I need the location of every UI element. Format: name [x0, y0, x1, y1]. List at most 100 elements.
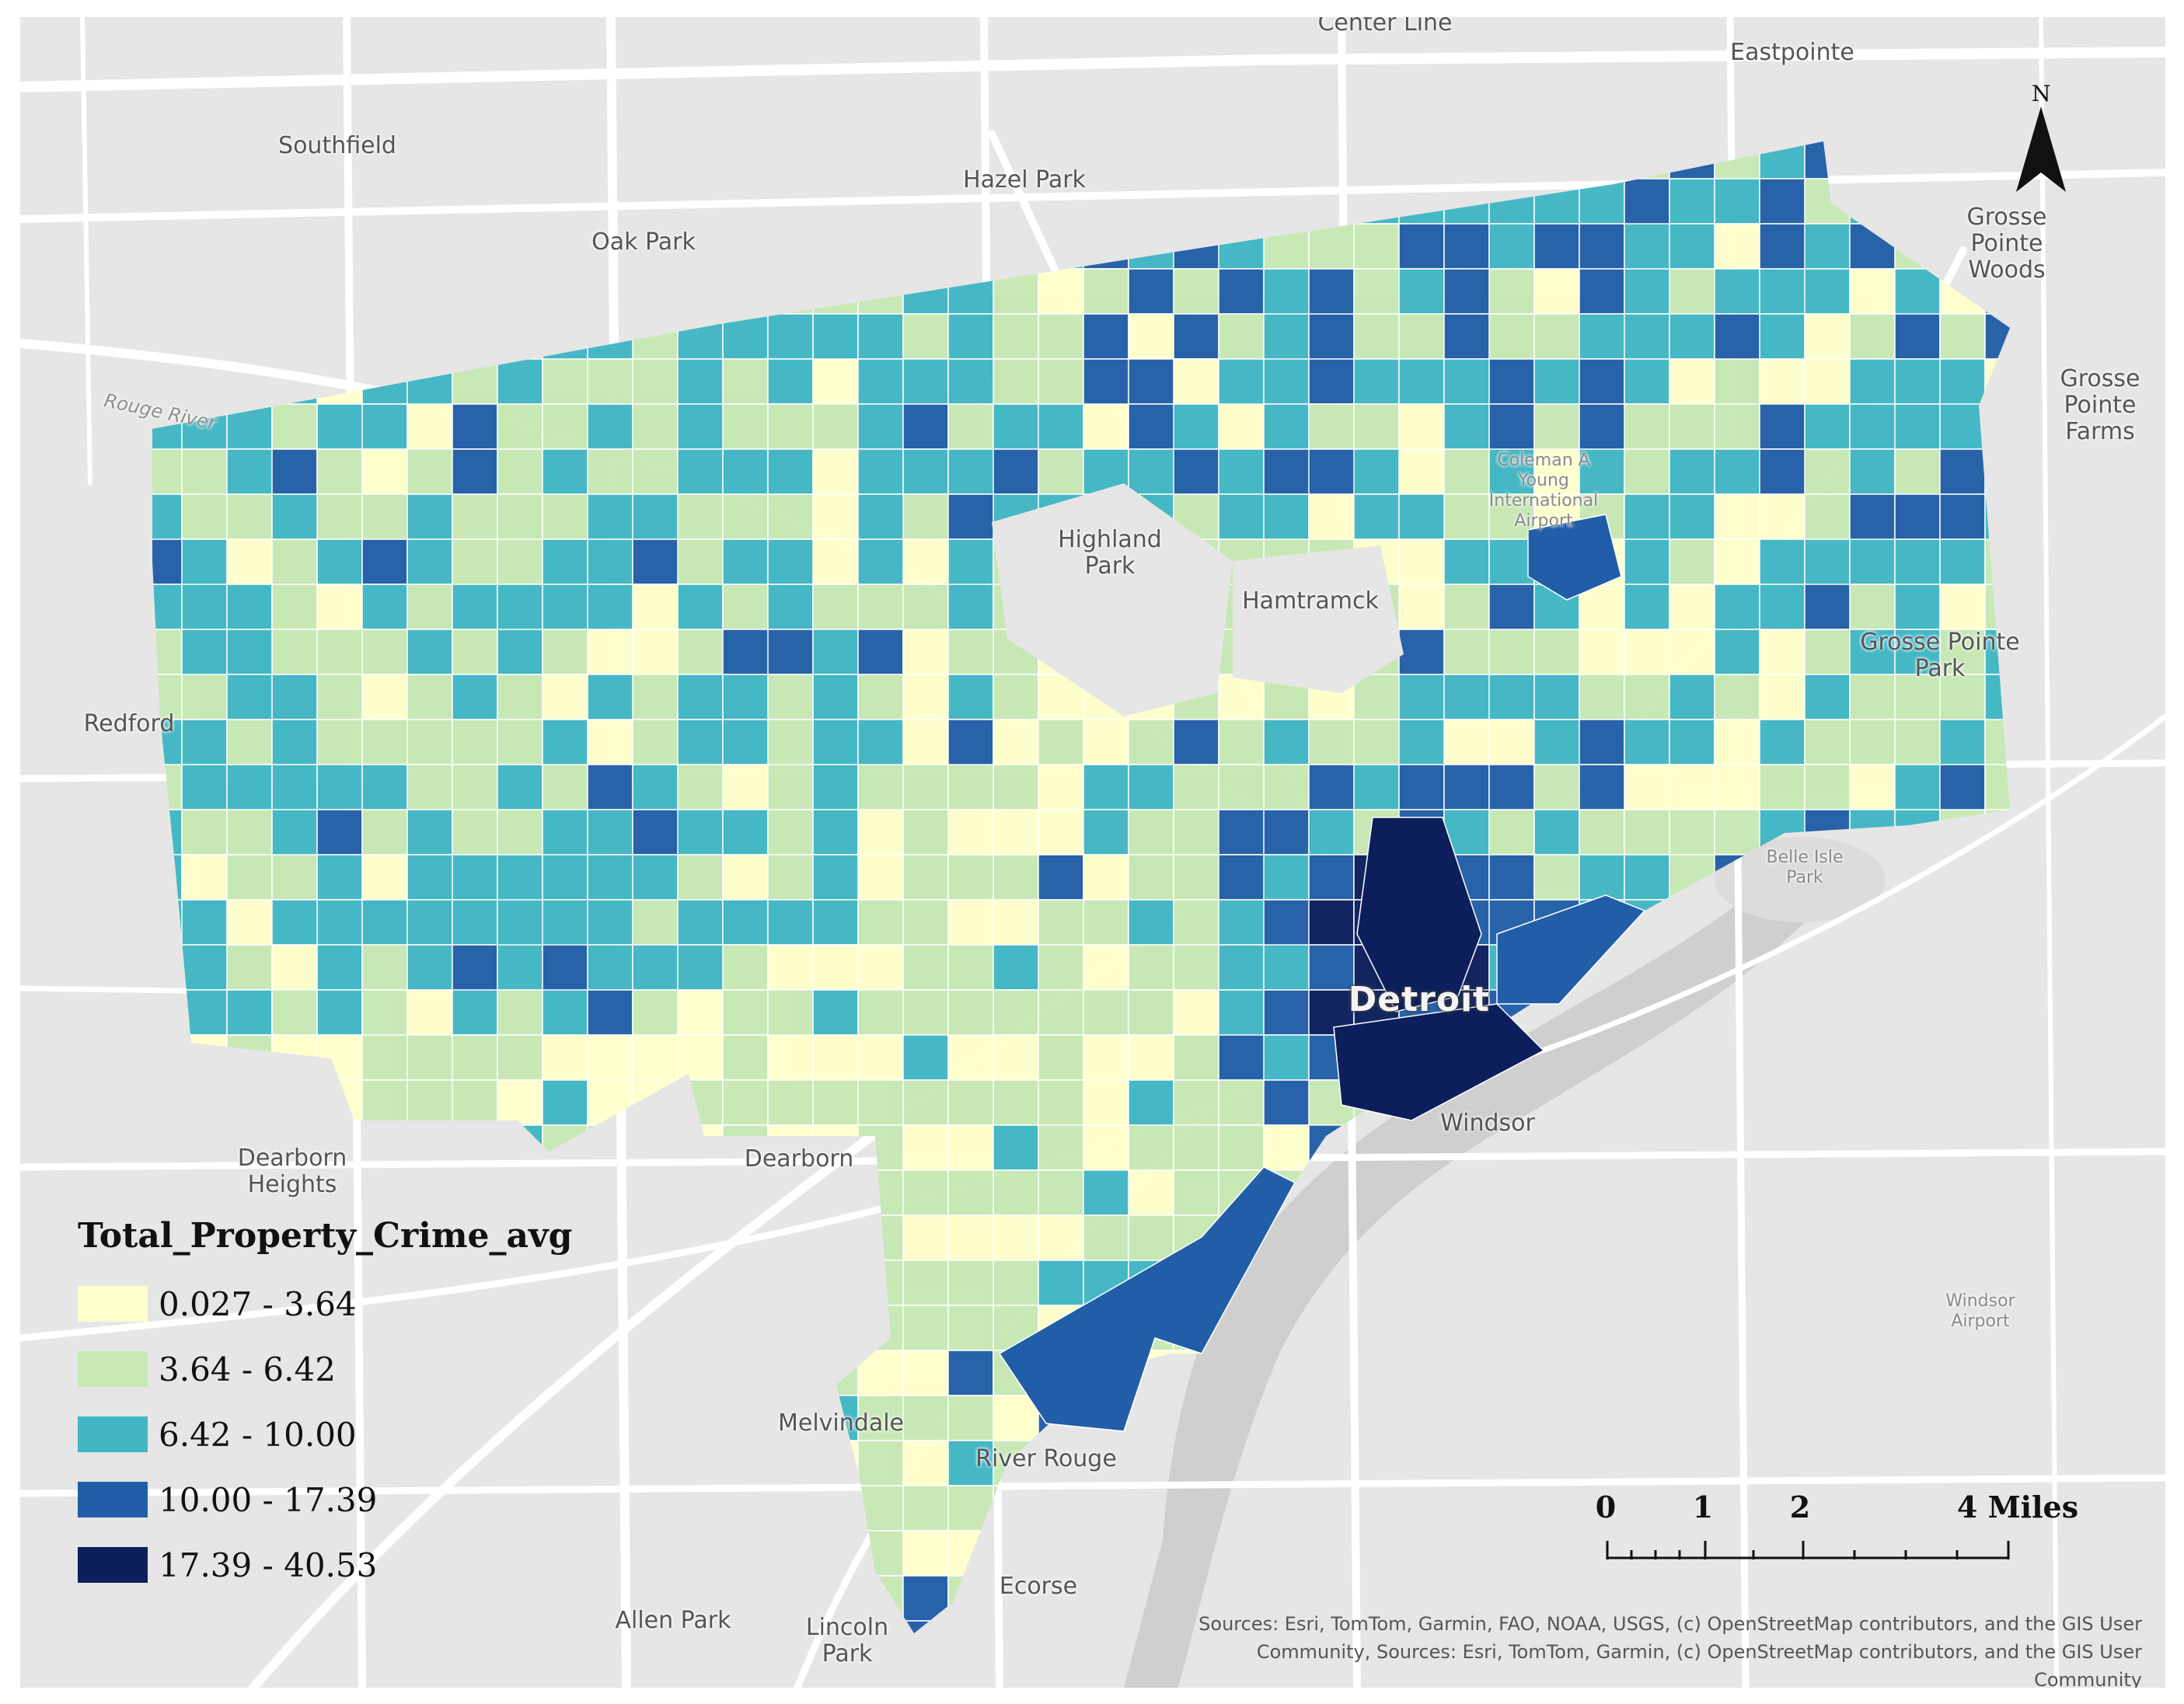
- label-lincoln-park: Lincoln Park: [805, 1614, 889, 1667]
- tract: [993, 1034, 1039, 1081]
- tract: [542, 674, 588, 720]
- tract: [1353, 223, 1400, 270]
- tract: [361, 538, 408, 585]
- tract: [812, 764, 859, 810]
- tract: [947, 1214, 994, 1261]
- tract: [1308, 358, 1355, 405]
- tract: [722, 764, 769, 810]
- tract: [271, 764, 318, 810]
- tract: [542, 403, 588, 450]
- tract: [1894, 538, 1941, 585]
- label-melvindale: Melvindale: [778, 1410, 904, 1437]
- tract: [902, 1079, 949, 1126]
- tract: [632, 674, 679, 720]
- tract: [1849, 448, 1896, 495]
- tract: [857, 854, 904, 901]
- tract: [452, 403, 498, 450]
- tract: [1939, 538, 1986, 585]
- tract: [1849, 538, 1896, 585]
- tract: [632, 989, 679, 1036]
- tract: [1759, 493, 1805, 540]
- scale-bar: 0 1 2 4 Miles: [1596, 1490, 2103, 1575]
- tract: [1443, 764, 1490, 810]
- tract: [1218, 944, 1265, 991]
- tract: [677, 809, 724, 855]
- tract: [857, 944, 904, 991]
- tract: [993, 313, 1039, 360]
- choropleth-map[interactable]: [20, 17, 2165, 1688]
- tract: [226, 854, 273, 901]
- tract: [181, 674, 228, 720]
- tract: [767, 493, 814, 540]
- tract: [1083, 1124, 1129, 1171]
- label-southfield: Southfield: [278, 132, 396, 159]
- tract: [1894, 493, 1941, 540]
- legend-swatch: [78, 1286, 148, 1322]
- tract: [497, 989, 543, 1036]
- label-redford: Redford: [83, 710, 175, 737]
- tract: [406, 493, 453, 540]
- attribution-line-1: Sources: Esri, TomTom, Garmin, FAO, NOAA…: [1198, 1613, 2142, 1635]
- tract: [722, 1079, 769, 1126]
- tract: [1038, 1124, 1084, 1171]
- tract: [1714, 809, 1760, 855]
- tract: [316, 944, 363, 991]
- tract: [993, 1124, 1039, 1171]
- tract: [497, 764, 543, 810]
- label-windsor-airport: Windsor Airport: [1945, 1291, 2015, 1331]
- tract: [767, 358, 814, 405]
- tract: [1894, 403, 1941, 450]
- tract: [361, 1034, 408, 1081]
- tract: [226, 989, 273, 1036]
- tract: [1038, 854, 1084, 901]
- tract: [361, 403, 408, 450]
- tract: [902, 403, 949, 450]
- tract: [947, 764, 994, 810]
- tract: [902, 1260, 949, 1306]
- tract: [1533, 809, 1580, 855]
- label-dearborn-heights: Dearborn Heights: [237, 1145, 347, 1198]
- tract: [406, 403, 453, 450]
- tract: [767, 448, 814, 495]
- tract: [361, 854, 408, 901]
- tract: [812, 629, 859, 675]
- tract: [1804, 358, 1851, 405]
- tract: [1533, 403, 1580, 450]
- tract: [271, 629, 318, 675]
- tract: [1579, 358, 1625, 405]
- tract: [1128, 1034, 1174, 1081]
- tract: [767, 313, 814, 360]
- tract: [452, 989, 498, 1036]
- tract: [632, 448, 679, 495]
- tract: [452, 629, 498, 675]
- tract: [722, 899, 769, 946]
- tract: [857, 899, 904, 946]
- tract: [722, 538, 769, 585]
- tract: [1308, 809, 1355, 855]
- tract: [1443, 719, 1490, 765]
- tract: [587, 989, 633, 1036]
- tract: [1579, 809, 1625, 855]
- tract: [1128, 268, 1174, 315]
- scale-bar-ticks: [1606, 1541, 2010, 1559]
- tract: [406, 809, 453, 855]
- tract: [1398, 584, 1445, 630]
- tract: [1038, 403, 1084, 450]
- tract: [542, 538, 588, 585]
- tract: [1083, 764, 1129, 810]
- tract: [406, 674, 453, 720]
- tract: [406, 538, 453, 585]
- tract: [902, 1034, 949, 1081]
- tract: [587, 899, 633, 946]
- tract: [902, 358, 949, 405]
- tract: [1488, 358, 1535, 405]
- downtown-riverfront: [1333, 1003, 1545, 1121]
- tract: [452, 719, 498, 765]
- tract: [1353, 403, 1400, 450]
- tract: [812, 403, 859, 450]
- tract: [316, 854, 363, 901]
- tract: [1624, 313, 1670, 360]
- tract: [452, 448, 498, 495]
- tract: [1038, 764, 1084, 810]
- detroit-river: [1124, 856, 1831, 1688]
